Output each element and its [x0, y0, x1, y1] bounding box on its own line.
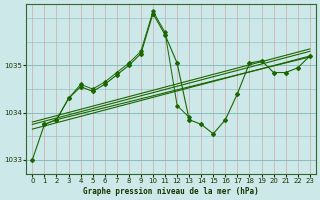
- X-axis label: Graphe pression niveau de la mer (hPa): Graphe pression niveau de la mer (hPa): [83, 187, 259, 196]
